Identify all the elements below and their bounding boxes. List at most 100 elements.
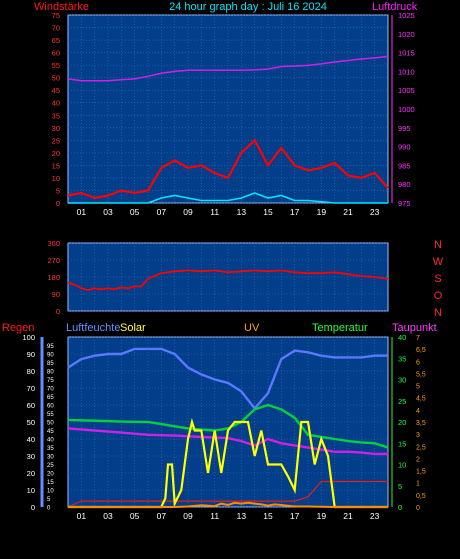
chart3-temperature-tick-label: 0 <box>398 503 402 512</box>
chart3-humidity-tick-label: 75 <box>47 378 54 384</box>
chart1-left-tick-label: 65 <box>52 36 60 45</box>
chart3-uv-tick-label: 6,5 <box>416 347 426 354</box>
chart1-x-tick-label: 23 <box>370 207 380 217</box>
chart3-temperature-tick-label: 40 <box>398 333 406 342</box>
chart2-left-tick-label: 90 <box>52 290 60 299</box>
chart3-humidity-tick-label: 20 <box>47 472 54 478</box>
chart1-title: 24 hour graph day : Juli 16 2024 <box>169 1 327 13</box>
chart3-regen-tick-label: 50 <box>27 418 35 427</box>
chart3-temperature-tick-label: 10 <box>398 461 406 470</box>
chart3-header-luftfeuchte: Luftfeuchte <box>66 322 120 334</box>
chart3-humidity-tick-label: 0 <box>47 506 51 512</box>
chart3-uv-tick-label: 2,5 <box>416 444 426 451</box>
chart3-uv-tick-label: 1,5 <box>416 469 426 476</box>
chart3-uv-tick-label: 1 <box>416 481 420 488</box>
chart1-right-tick-label: 990 <box>398 143 411 152</box>
chart3-x-tick-label: 17 <box>290 511 300 521</box>
chart1-x-tick-label: 09 <box>183 207 193 217</box>
chart1-left-tick-label: 25 <box>52 136 60 145</box>
chart3-header-solar: Solar <box>120 322 146 334</box>
chart3-header-taupunkt: Taupunkt <box>392 322 437 334</box>
chart3-uv-tick-label: 2 <box>416 456 420 463</box>
chart2-direction-letter: N <box>434 239 442 251</box>
chart3-x-tick-label: 23 <box>370 511 380 521</box>
chart3-temperature-tick-label: 15 <box>398 439 406 448</box>
chart3-temperature-tick-label: 20 <box>398 418 406 427</box>
chart1-left-tick-label: 55 <box>52 61 60 70</box>
chart3-header-uv: UV <box>244 322 260 334</box>
chart1-x-tick-label: 13 <box>237 207 247 217</box>
chart3-uv-tick-label: 5 <box>416 384 420 391</box>
chart1-x-tick-label: 01 <box>77 207 87 217</box>
chart1-right-tick-label: 1020 <box>398 30 415 39</box>
chart3-uv-tick-label: 5,5 <box>416 371 426 378</box>
chart2-direction-letter: S <box>434 273 441 285</box>
chart3-x-tick-label: 03 <box>103 511 113 521</box>
chart3-regen-tick-label: 40 <box>27 435 35 444</box>
chart3-x-tick-label: 01 <box>77 511 87 521</box>
chart1-right-tick-label: 1025 <box>398 11 415 20</box>
chart3-humidity-tick-label: 25 <box>47 463 54 469</box>
chart3-humidity-tick-label: 35 <box>47 446 54 452</box>
chart3-humidity-tick-label: 15 <box>47 480 54 486</box>
chart3-uv-tick-label: 0 <box>416 505 420 512</box>
chart3-temperature-tick-label: 5 <box>398 482 402 491</box>
chart3-series-rain-line <box>67 480 388 508</box>
chart1-left-tick-label: 70 <box>52 24 60 33</box>
chart3-series-temperature-line <box>67 403 389 449</box>
chart3-humidity-tick-label: 70 <box>47 387 54 393</box>
chart1-x-tick-label: 15 <box>263 207 273 217</box>
chart3-uv-tick-label: 4 <box>416 408 420 415</box>
chart1-right-tick-label: 975 <box>398 199 411 208</box>
chart1-right-tick-label: 995 <box>398 124 411 133</box>
chart3-uv-tick-label: 7 <box>416 335 420 342</box>
chart1-left-tick-label: 10 <box>52 174 60 183</box>
chart3-temperature-tick-label: 35 <box>398 354 406 363</box>
chart3-x-tick-label: 19 <box>317 511 327 521</box>
chart1-right-tick-label: 1005 <box>398 86 415 95</box>
chart1-x-tick-label: 19 <box>317 207 327 217</box>
chart1-left-tick-label: 75 <box>52 11 60 20</box>
chart2-left-tick-label: 360 <box>47 239 60 248</box>
chart1-series-pressure-line <box>67 55 389 82</box>
chart3-series-uv-line <box>68 501 388 508</box>
chart3-humidity-tick-label: 45 <box>47 429 54 435</box>
chart1-left-tick-label: 15 <box>52 161 60 170</box>
chart1-left-tick-label: 60 <box>52 49 60 58</box>
chart1-left-tick-label: 40 <box>52 99 60 108</box>
chart1-left-tick-label: 30 <box>52 124 60 133</box>
chart2-direction-letter: W <box>433 256 444 268</box>
chart3-humidity-tick-label: 60 <box>47 404 54 410</box>
chart3-regen-tick-label: 20 <box>27 469 35 478</box>
chart1-x-tick-label: 07 <box>157 207 167 217</box>
chart3-series-humidity-line <box>67 347 388 411</box>
chart3-humidity-tick-label: 80 <box>47 370 54 376</box>
chart3-humidity-tick-label: 10 <box>47 489 54 495</box>
chart1-left-tick-label: 5 <box>56 186 60 195</box>
chart3-x-tick-label: 13 <box>237 511 247 521</box>
chart1-x-tick-label: 11 <box>210 207 219 217</box>
chart3-uv-tick-label: 6 <box>416 359 420 366</box>
chart2-left-tick-label: 180 <box>47 273 60 282</box>
chart3-regen-tick-label: 100 <box>22 333 35 342</box>
chart1-right-tick-label: 985 <box>398 161 411 170</box>
chart1-right-tick-label: 1000 <box>398 105 415 114</box>
chart3-temperature-tick-label: 25 <box>398 397 406 406</box>
chart1-right-tick-label: 1010 <box>398 67 415 76</box>
chart3-humidity-tick-label: 90 <box>47 353 54 359</box>
chart3-regen-tick-label: 60 <box>27 401 35 410</box>
chart3-regen-tick-label: 10 <box>27 486 35 495</box>
chart3-x-tick-label: 05 <box>130 511 140 521</box>
chart1-series-gust-line <box>67 138 389 200</box>
chart3-humidity-tick-label: 50 <box>47 421 54 427</box>
chart1-left-tick-label: 0 <box>56 199 60 208</box>
chart1-x-tick-label: 21 <box>343 207 353 217</box>
chart1-left-tick-label: 50 <box>52 74 60 83</box>
chart3-humidity-tick-label: 85 <box>47 361 54 367</box>
chart3-x-tick-label: 21 <box>343 511 353 521</box>
chart3-x-tick-label: 09 <box>183 511 193 521</box>
chart1-left-tick-label: 35 <box>52 111 60 120</box>
chart3-humidity-tick-label: 55 <box>47 412 54 418</box>
chart1-left-axis-label: Windstärke <box>34 1 89 13</box>
